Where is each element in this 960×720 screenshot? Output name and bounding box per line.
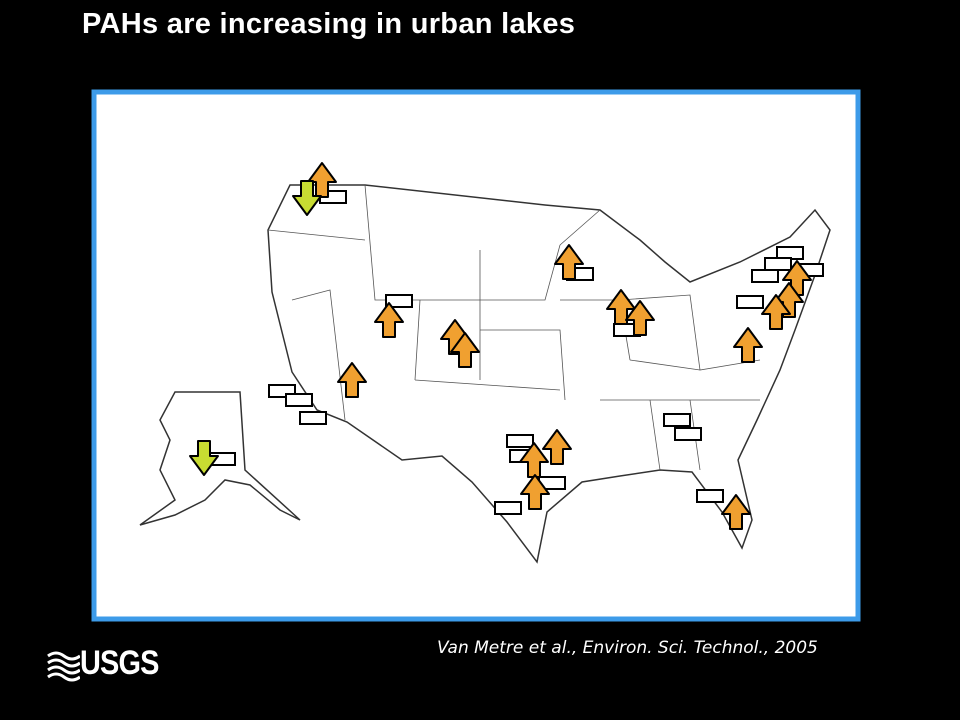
up-arrow — [625, 300, 655, 336]
label-box — [696, 489, 724, 503]
label-box — [663, 413, 691, 427]
label-box — [736, 295, 764, 309]
label-box — [764, 257, 792, 271]
label-box — [285, 393, 313, 407]
up-arrow — [721, 494, 751, 530]
label-box — [299, 411, 327, 425]
up-arrow — [337, 362, 367, 398]
label-box — [674, 427, 702, 441]
up-arrow — [374, 302, 404, 338]
markers — [189, 162, 824, 530]
up-arrow — [542, 429, 572, 465]
label-box — [506, 434, 534, 448]
logo-text: USGS — [80, 644, 159, 682]
up-arrow — [450, 332, 480, 368]
down-arrow — [189, 440, 219, 476]
citation: Van Metre et al., Environ. Sci. Technol.… — [437, 638, 818, 658]
up-arrow — [761, 294, 791, 330]
label-box — [494, 501, 522, 515]
up-arrow — [733, 327, 763, 363]
slide-title: PAHs are increasing in urban lakes — [82, 8, 576, 40]
up-arrow — [520, 474, 550, 510]
logo-waves — [47, 651, 80, 682]
label-box — [385, 294, 413, 308]
up-arrow — [554, 244, 584, 280]
down-arrow — [292, 180, 322, 216]
us-outline — [267, 184, 831, 564]
label-box — [751, 269, 779, 283]
